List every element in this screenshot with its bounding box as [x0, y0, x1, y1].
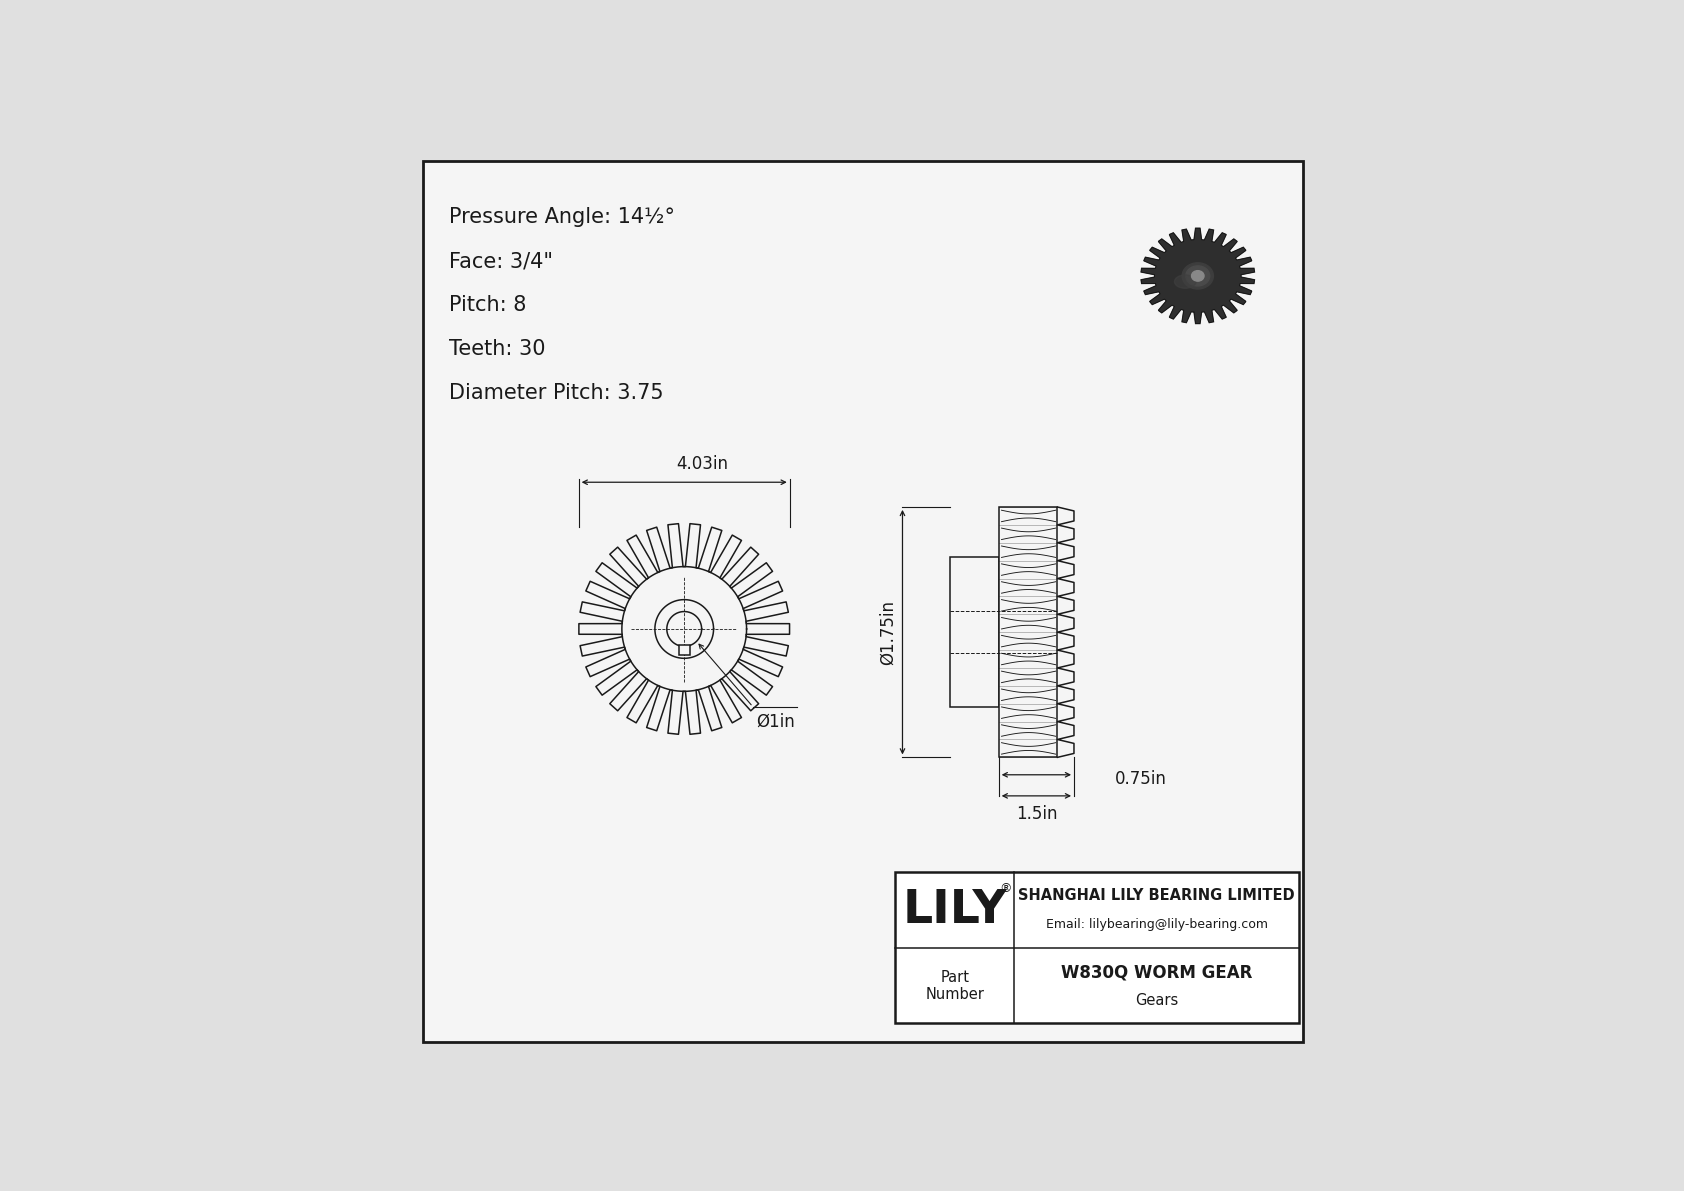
Text: Teeth: 30: Teeth: 30	[448, 339, 546, 360]
Text: Ø1in: Ø1in	[756, 712, 795, 730]
Ellipse shape	[1186, 266, 1209, 286]
Text: Ø1.75in: Ø1.75in	[879, 600, 898, 665]
Text: SHANGHAI LILY BEARING LIMITED: SHANGHAI LILY BEARING LIMITED	[1019, 887, 1295, 903]
Text: Pressure Angle: 14½°: Pressure Angle: 14½°	[448, 207, 675, 227]
Text: 1.5in: 1.5in	[1015, 805, 1058, 823]
Ellipse shape	[1174, 275, 1196, 288]
Bar	[950, 557, 999, 707]
Text: Face: 3/4": Face: 3/4"	[448, 251, 552, 272]
Text: 4.03in: 4.03in	[677, 455, 729, 473]
Ellipse shape	[1182, 263, 1214, 289]
Polygon shape	[1142, 229, 1255, 324]
Text: Email: lilybearing@lily-bearing.com: Email: lilybearing@lily-bearing.com	[1046, 918, 1268, 931]
Text: Part
Number: Part Number	[925, 969, 983, 1002]
Text: ®: ®	[999, 881, 1012, 894]
Text: Gears: Gears	[1135, 993, 1179, 1008]
Bar	[679, 646, 690, 655]
Bar	[896, 872, 1298, 1023]
Text: Pitch: 8: Pitch: 8	[448, 295, 525, 316]
Text: W830Q WORM GEAR: W830Q WORM GEAR	[1061, 964, 1253, 981]
Text: Diameter Pitch: 3.75: Diameter Pitch: 3.75	[448, 384, 663, 404]
Ellipse shape	[1192, 270, 1204, 281]
Text: 0.75in: 0.75in	[1115, 771, 1167, 788]
Bar	[999, 507, 1058, 757]
Text: LILY: LILY	[903, 887, 1007, 933]
